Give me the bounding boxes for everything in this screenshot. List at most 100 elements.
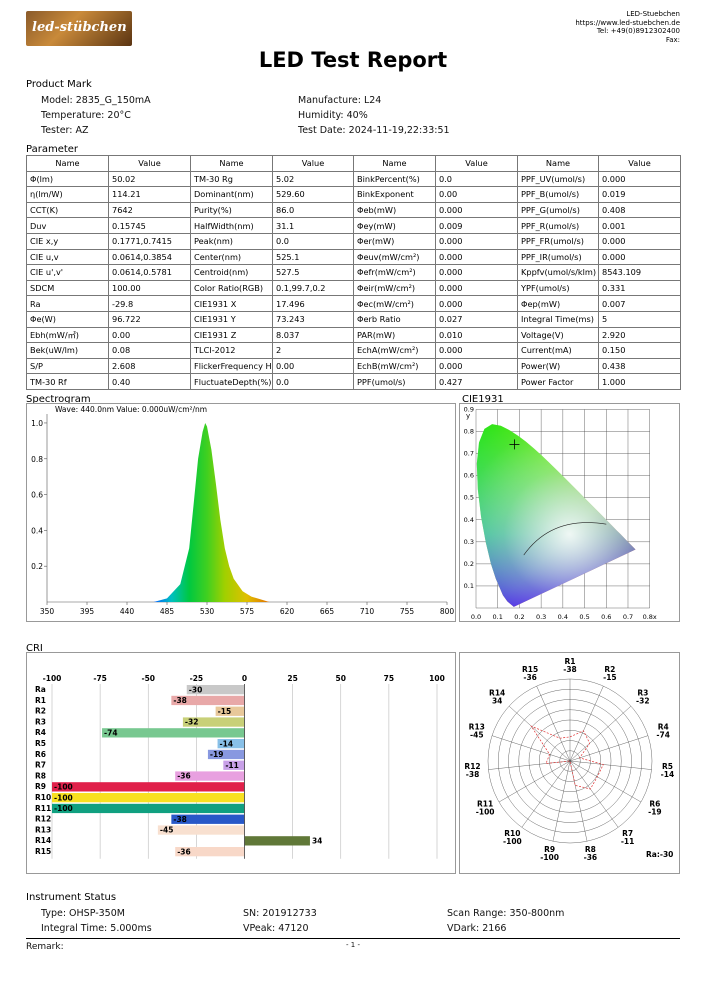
parameter-name-cell: Φe(W) <box>26 310 109 328</box>
parameter-name-cell: Duv <box>26 217 109 234</box>
humidity-field: Humidity: 40% <box>298 110 368 121</box>
parameter-value-cell: 0.000 <box>598 232 681 250</box>
parameter-name-cell: Kppfv(umol/s/klm) <box>517 264 599 281</box>
parameter-value-cell: 0.427 <box>435 373 518 390</box>
cri-bar-value: 34 <box>312 837 322 846</box>
parameter-name-cell: Φ(lm) <box>26 170 109 188</box>
parameter-name-cell: Bek(uW/lm) <box>26 342 109 359</box>
parameter-name-cell: Current(mA) <box>517 342 599 359</box>
spectrum-x-tick-label: 710 <box>360 607 375 616</box>
cri-bar <box>175 771 245 781</box>
cri-bar-value: -36 <box>177 772 191 781</box>
radar-spoke <box>536 686 571 762</box>
parameter-name-cell: Φep(mW) <box>517 295 599 312</box>
product-mark-heading: Product Mark <box>26 79 92 90</box>
company-name: LED-Stuebchen <box>626 10 680 18</box>
parameter-name-cell: PAR(mW) <box>353 326 436 344</box>
parameter-value-cell: 0.1771,0.7415 <box>108 232 191 250</box>
parameter-name-cell: CIE x,y <box>26 232 109 250</box>
parameter-value-cell: 0.00 <box>272 357 354 375</box>
radar-value-label: -100 <box>503 837 522 846</box>
cri-x-tick-label: -100 <box>43 674 62 683</box>
parameter-name-cell: PPF_UV(umol/s) <box>517 170 599 188</box>
parameter-name-cell: Purity(%) <box>190 201 273 219</box>
parameter-row: S/P 2.608 FlickerFrequency Hz 0.00 EchB(mW/c… <box>26 357 681 375</box>
cri-category-label: R13 <box>35 825 51 834</box>
parameter-name-cell: HalfWidth(nm) <box>190 217 273 234</box>
cri-heading: CRI <box>26 643 43 654</box>
parameter-header-cell: Value <box>108 155 191 172</box>
parameter-header-cell: Name <box>517 155 599 172</box>
cri-bar <box>223 760 245 770</box>
parameter-value-cell: 0.000 <box>598 170 681 188</box>
spectrum-y-tick-label: 0.6 <box>31 491 43 500</box>
parameter-value-cell: 0.000 <box>435 295 518 312</box>
cie1931-heading: CIE1931 <box>462 394 504 405</box>
spectrogram-panel: Wave: 440.0nm Value: 0.000uW/cm²/nm 350 3… <box>26 403 456 622</box>
parameter-value-cell: 0.009 <box>435 217 518 234</box>
parameter-row: Ebh(mW/㎡) 0.00 CIE1931 Z 8.037 PAR(mW) 0.010 V… <box>26 326 681 344</box>
radar-value-label: -15 <box>603 673 617 682</box>
cri-x-tick-label: -75 <box>93 674 107 683</box>
parameter-value-cell: 0.1,99.7,0.2 <box>272 279 354 297</box>
parameter-name-cell: PPF_R(umol/s) <box>517 217 599 234</box>
planckian-locus <box>523 522 607 556</box>
parameter-name-cell: Color Ratio(RGB) <box>190 279 273 297</box>
parameter-name-cell: PPF_G(umol/s) <box>517 201 599 219</box>
temperature-field: Temperature: 20°C <box>41 110 131 121</box>
parameter-name-cell: η(lm/W) <box>26 186 109 203</box>
radar-spoke <box>491 735 571 762</box>
parameter-name-cell: Φeir(mW/cm²) <box>353 279 436 297</box>
radar-spoke <box>508 705 571 762</box>
report-title: LED Test Report <box>258 48 448 72</box>
radar-value-label: -36 <box>584 853 598 862</box>
radar-value-label: -38 <box>563 665 577 674</box>
cie-x-tick-label: 0.1 <box>493 613 503 621</box>
parameter-value-cell: 50.02 <box>108 170 191 188</box>
spectrogram-heading: Spectrogram <box>26 394 91 405</box>
parameter-value-cell: 7642 <box>108 201 191 219</box>
cie-y-tick-label: 0.7 <box>464 450 474 458</box>
radar-category-label: R10 <box>504 829 520 838</box>
vpeak: VPeak: 47120 <box>243 923 309 934</box>
cri-bar <box>182 717 245 727</box>
cri-x-tick-label: 0 <box>242 674 247 683</box>
parameter-value-cell: -29.8 <box>108 295 191 312</box>
page-number: - 1 - <box>346 941 360 949</box>
cri-category-label: R8 <box>35 771 46 780</box>
radar-spoke <box>552 760 571 842</box>
parameter-value-cell: 8543.109 <box>598 264 681 281</box>
cri-category-label: Ra <box>35 685 46 694</box>
spectrum-y-tick-label: 0.8 <box>31 455 43 464</box>
parameter-name-cell: S/P <box>26 357 109 375</box>
radar-value-label: -38 <box>466 770 480 779</box>
spectrogram-chart: Wave: 440.0nm Value: 0.000uW/cm²/nm 350 3… <box>31 405 454 616</box>
cie-x-tick-label: 0.0 <box>471 613 481 621</box>
radar-value-label: -14 <box>661 770 675 779</box>
cri-bar-value: -74 <box>104 729 118 738</box>
parameter-name-cell: SDCM <box>26 279 109 297</box>
radar-value-label: -11 <box>621 837 635 846</box>
radar-category-label: R2 <box>604 665 615 674</box>
cri-bar <box>207 749 245 760</box>
parameter-value-cell: 2 <box>272 342 354 359</box>
company-info: LED-Stuebchen https://www.led-stuebchen.… <box>575 10 680 44</box>
cri-bar-value: -30 <box>189 685 203 694</box>
parameter-value-cell: 0.000 <box>435 279 518 297</box>
parameter-name-cell: Ra <box>26 295 109 312</box>
cie-y-tick-label: 0.9 <box>464 405 474 413</box>
remark-label: Remark: <box>26 942 64 952</box>
parameter-name-cell: Φeuv(mW/cm²) <box>353 248 436 266</box>
spectrum-x-tick-label: 620 <box>280 607 295 616</box>
parameter-header-cell: Name <box>26 155 109 172</box>
cri-bar <box>52 803 245 814</box>
cri-bar-value: -36 <box>177 847 191 856</box>
radar-spoke <box>569 760 652 770</box>
parameter-value-cell: 0.0614,0.5781 <box>108 264 191 281</box>
radar-spoke <box>569 686 604 762</box>
parameter-value-cell: 0.000 <box>598 248 681 266</box>
parameter-value-cell: 0.438 <box>598 357 681 375</box>
parameter-name-cell: Peak(nm) <box>190 232 273 250</box>
radar-category-label: R4 <box>658 723 669 732</box>
footer-divider <box>26 938 680 939</box>
